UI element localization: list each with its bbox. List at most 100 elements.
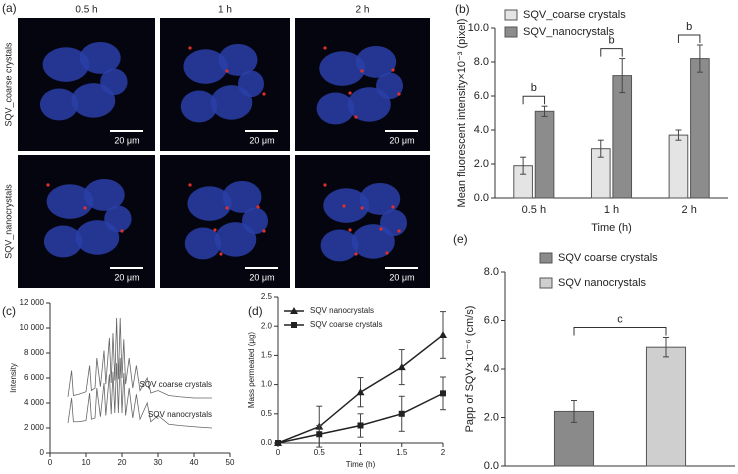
red-dot xyxy=(262,229,266,233)
y-tick-label: 4.0 xyxy=(474,124,489,136)
nucleus xyxy=(359,182,401,215)
red-dot xyxy=(323,46,327,50)
annotation: b xyxy=(531,82,537,94)
red-dot xyxy=(354,115,358,119)
bar xyxy=(534,110,555,199)
series-label: SQV nanocrystals xyxy=(148,410,212,419)
nucleus xyxy=(238,70,264,98)
nucleus xyxy=(351,224,395,259)
red-dot xyxy=(348,91,352,95)
nucleus xyxy=(184,227,222,260)
panel-label: (d) xyxy=(248,304,263,318)
legend-label: SQV nanocrystals xyxy=(558,277,647,289)
y-axis-label: Mass permeated (μg) xyxy=(247,332,256,409)
red-dot xyxy=(360,69,364,73)
nucleus xyxy=(100,68,128,96)
y-tick-label: 2 000 xyxy=(24,423,45,432)
nucleus xyxy=(210,85,253,120)
marker xyxy=(397,363,406,371)
y-tick-label: 8 000 xyxy=(24,348,45,357)
legend-label: SQV nanocrystals xyxy=(310,306,374,315)
column-label: 1 h xyxy=(218,5,232,16)
y-tick-label: 10 000 xyxy=(20,323,45,332)
x-tick-label: 40 xyxy=(190,458,199,467)
micrograph xyxy=(18,155,155,288)
x-axis-label: Time (h) xyxy=(346,460,376,469)
nucleus xyxy=(187,186,232,221)
x-tick-label: 0.5 xyxy=(314,448,326,457)
scale-bar-label: 20 μm xyxy=(114,272,139,282)
marker xyxy=(439,330,447,338)
micrograph xyxy=(160,18,290,151)
nucleus xyxy=(39,88,79,121)
y-tick-label: 6.0 xyxy=(474,90,489,102)
red-dot xyxy=(262,92,266,96)
nucleus xyxy=(180,90,218,123)
bar xyxy=(690,58,710,199)
x-tick-label: 0.5 h xyxy=(522,204,546,216)
marker xyxy=(290,307,298,314)
micrograph xyxy=(295,155,430,288)
scale-bar-label: 20 μm xyxy=(114,135,139,145)
red-dot xyxy=(46,183,50,187)
y-tick-label: 8.0 xyxy=(484,266,499,278)
scale-bar-label: 20 μm xyxy=(249,135,274,145)
red-dot xyxy=(219,252,223,256)
series-line xyxy=(67,317,212,399)
red-dot xyxy=(83,206,87,210)
marker xyxy=(357,422,364,429)
panel-label: (b) xyxy=(455,2,470,16)
marker xyxy=(356,388,365,396)
nucleus xyxy=(222,180,262,213)
nucleus xyxy=(319,51,366,86)
nucleus xyxy=(71,83,116,118)
scale-bar-label: 20 μm xyxy=(389,272,414,282)
marker xyxy=(291,322,297,328)
bracket xyxy=(573,326,667,336)
y-axis-label: Papp of SQV×10⁻⁶ (cm/s) xyxy=(464,306,476,433)
annotation: c xyxy=(617,313,623,325)
nucleus xyxy=(214,222,257,257)
legend-label: SQV coarse crystals xyxy=(558,252,658,264)
red-dot xyxy=(188,183,192,187)
x-tick-label: 20 xyxy=(118,458,127,467)
red-dot xyxy=(379,227,383,231)
nucleus xyxy=(75,220,120,255)
red-dot xyxy=(397,92,401,96)
panel-label: (a) xyxy=(2,1,17,15)
y-axis-label: Mean fluorescent intensity×10⁻³ (pixel) xyxy=(456,19,468,208)
nucleus xyxy=(380,209,407,237)
legend-swatch xyxy=(539,277,553,289)
nucleus xyxy=(42,47,90,82)
y-tick-label: 0.0 xyxy=(261,438,273,447)
red-dot xyxy=(188,46,192,50)
marker xyxy=(440,390,446,397)
x-tick-label: 50 xyxy=(226,458,235,467)
bar xyxy=(645,346,687,467)
micrograph xyxy=(160,155,290,288)
red-dot xyxy=(323,183,327,187)
scale-bar-label: 20 μm xyxy=(249,272,274,282)
bar xyxy=(612,75,633,199)
nucleus xyxy=(355,45,397,78)
legend-label: SQV coarse crystals xyxy=(310,320,382,329)
nucleus xyxy=(104,205,132,233)
x-tick-label: 30 xyxy=(154,458,163,467)
red-dot xyxy=(391,205,395,209)
legend-label: SQV_coarse crystals xyxy=(523,9,626,21)
marker xyxy=(275,440,281,446)
red-dot xyxy=(397,229,401,233)
nucleus xyxy=(43,225,83,258)
nucleus xyxy=(46,184,94,219)
x-tick-label: 1 h xyxy=(604,204,619,216)
red-dot xyxy=(120,229,124,233)
micrograph xyxy=(295,18,430,151)
nucleus xyxy=(323,188,370,223)
legend-swatch xyxy=(504,9,518,21)
series-line xyxy=(67,357,213,429)
nucleus xyxy=(83,178,125,211)
bracket xyxy=(522,95,546,105)
nucleus xyxy=(347,87,391,122)
x-tick-label: 1.5 xyxy=(396,448,408,457)
